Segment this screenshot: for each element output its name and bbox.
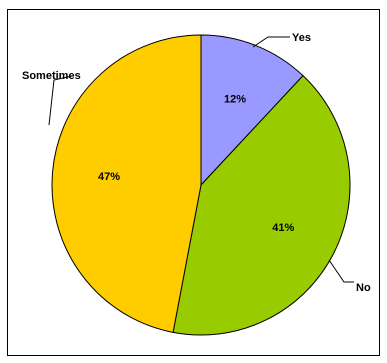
pie-slice-sometimes-percent-label: 47%: [98, 171, 120, 183]
pie-slice-yes-leader-line: [252, 36, 290, 48]
pie-slice-sometimes: [51, 34, 202, 333]
pie-slice-yes-percent-label: 12%: [224, 94, 246, 106]
pie-slice-sometimes-category-label: Sometimes: [22, 70, 81, 82]
pie-slice-yes-category-label: Yes: [292, 32, 311, 44]
slices-layer: [51, 34, 351, 336]
leaders-layer: [48, 36, 354, 283]
pie-slice-no-leader-line: [328, 259, 354, 283]
pie-slice-no: [172, 74, 351, 336]
pie-slice-sometimes-leader-line: [48, 75, 73, 126]
pie-slice-no-percent-label: 41%: [272, 222, 294, 234]
pie-slice-no-category-label: No: [356, 282, 371, 294]
labels-layer: 12% Yes 41% No 47% Sometimes: [22, 32, 371, 294]
